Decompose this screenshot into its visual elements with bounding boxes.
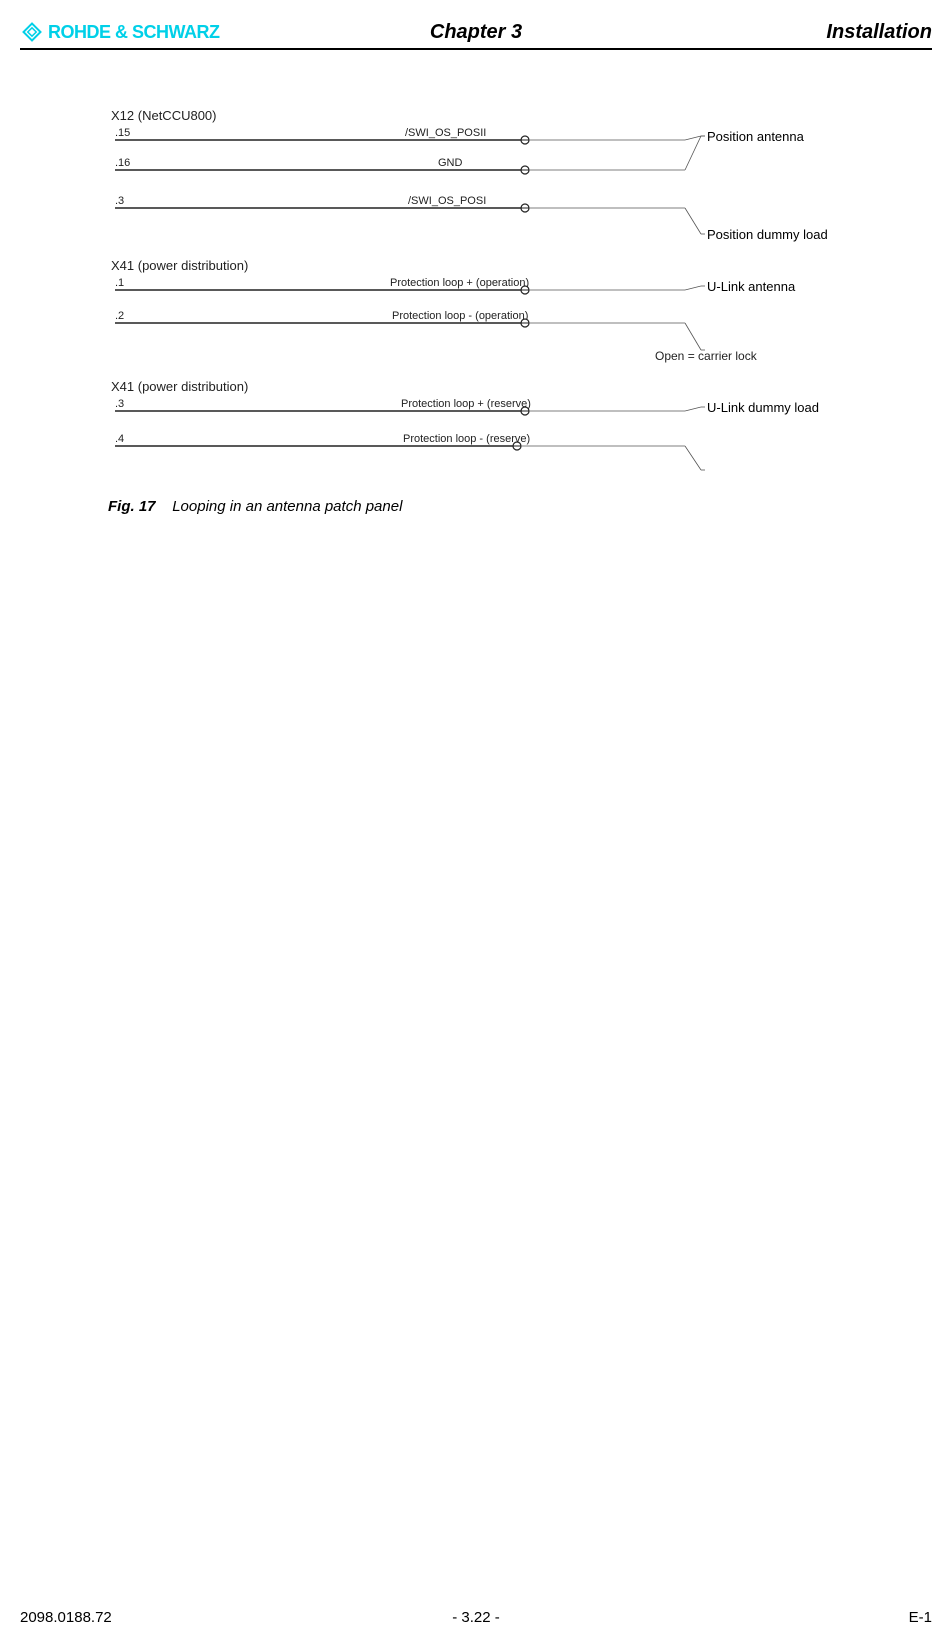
figure-caption: Fig. 17 Looping in an antenna patch pane…: [108, 498, 402, 515]
company-logo: ROHDE & SCHWARZ: [20, 20, 220, 44]
page-header: ROHDE & SCHWARZ Chapter 3 Installation: [20, 10, 932, 50]
svg-text:Protection loop - (reserve): Protection loop - (reserve): [403, 433, 530, 445]
svg-text:GND: GND: [438, 157, 463, 169]
svg-text:/SWI_OS_POSI: /SWI_OS_POSI: [408, 195, 486, 207]
footer-doc-number: 2098.0188.72: [20, 1609, 112, 1626]
figure-number: Fig. 17: [108, 498, 156, 515]
svg-text:X12 (NetCCU800): X12 (NetCCU800): [111, 108, 217, 123]
chapter-title: Chapter 3: [430, 21, 522, 44]
svg-text:.3: .3: [115, 195, 124, 207]
svg-text:Open = carrier lock: Open = carrier lock: [655, 349, 758, 363]
svg-text:.1: .1: [115, 277, 124, 289]
footer-page-number: - 3.22 -: [452, 1609, 500, 1626]
svg-text:.15: .15: [115, 127, 130, 139]
svg-text:Protection loop - (operation): Protection loop - (operation): [392, 310, 528, 322]
svg-text:U-Link antenna: U-Link antenna: [707, 279, 796, 294]
svg-text:U-Link dummy load: U-Link dummy load: [707, 400, 819, 415]
wiring-diagram: X12 (NetCCU800) .15/SWI_OS_POSII .16 GND .3 /…: [105, 108, 845, 488]
svg-text:Protection loop + (operation): Protection loop + (operation): [390, 277, 529, 289]
diamond-icon: [20, 20, 44, 44]
svg-text:Protection loop + (reserve): Protection loop + (reserve): [401, 398, 531, 410]
svg-text:.4: .4: [115, 433, 124, 445]
section-title: Installation: [826, 21, 932, 44]
svg-text:/SWI_OS_POSII: /SWI_OS_POSII: [405, 127, 486, 139]
footer-revision: E-1: [909, 1609, 932, 1626]
logo-text: ROHDE & SCHWARZ: [48, 22, 220, 43]
svg-text:X41 (power distribution): X41 (power distribution): [111, 379, 248, 394]
svg-text:.16: .16: [115, 157, 130, 169]
svg-text:Position antenna: Position antenna: [707, 129, 805, 144]
svg-text:.3: .3: [115, 398, 124, 410]
svg-text:Position dummy load: Position dummy load: [707, 227, 828, 242]
svg-text:X41 (power distribution): X41 (power distribution): [111, 258, 248, 273]
figure-text: Looping in an antenna patch panel: [172, 498, 402, 515]
svg-text:.2: .2: [115, 310, 124, 322]
